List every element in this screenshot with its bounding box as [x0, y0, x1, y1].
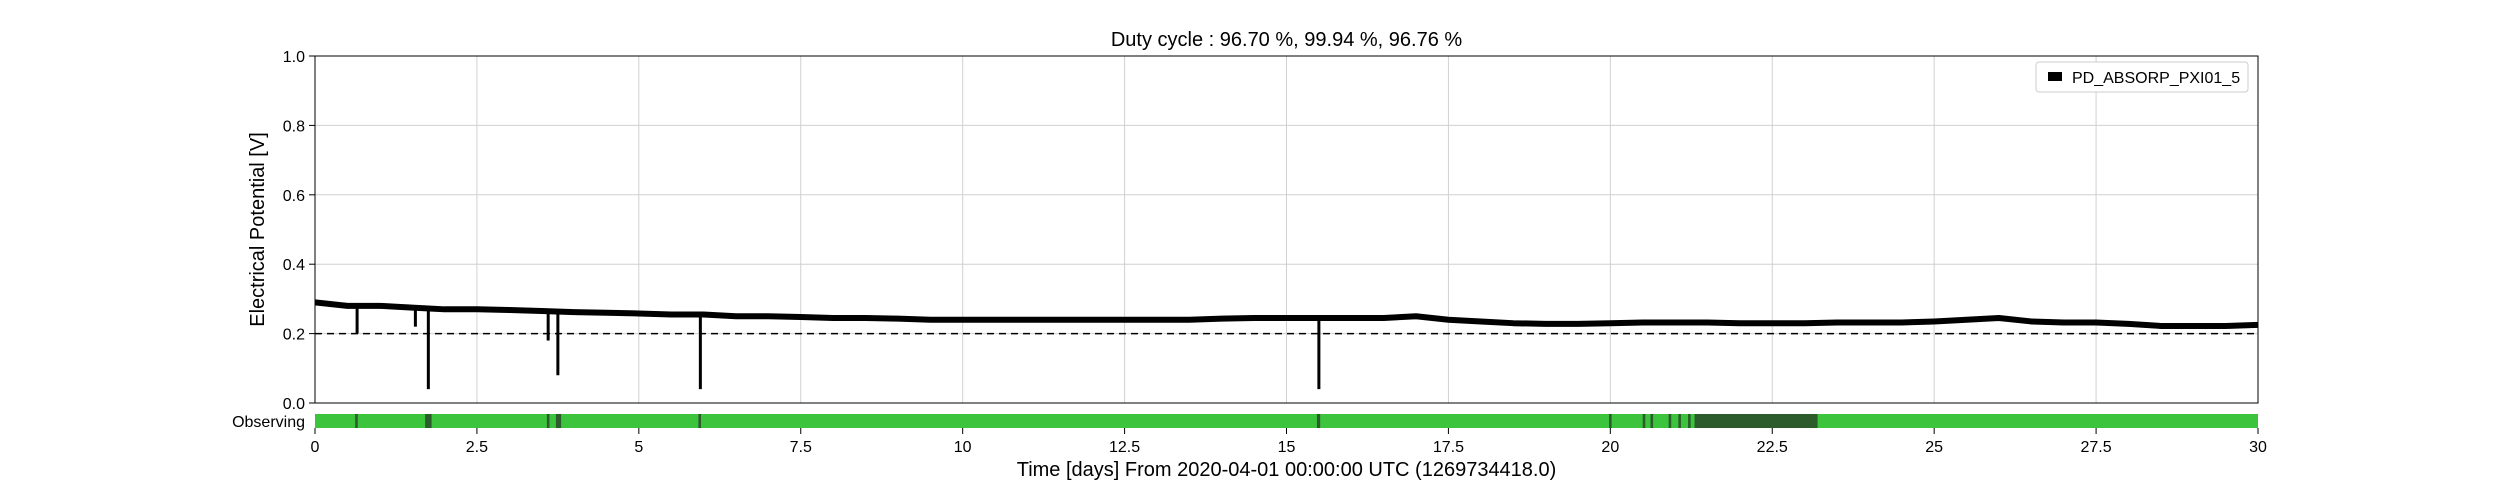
- grid: [314, 55, 2259, 404]
- segment-off-1: [425, 414, 432, 428]
- observing-segment-bar: Observing: [232, 414, 2258, 431]
- segment-off-7: [1642, 414, 1646, 428]
- y-tick-label-3: 0.6: [283, 188, 305, 205]
- legend-box: [2035, 61, 2249, 93]
- segment-label: Observing: [232, 414, 305, 431]
- x-tick-label-7: 17.5: [1433, 439, 1464, 456]
- segment-off-0: [355, 414, 358, 428]
- x-axis-label: Time [days] From 2020-04-01 00:00:00 UTC…: [1017, 459, 1557, 481]
- segment-off-8: [1650, 414, 1654, 428]
- legend-entry: PD_ABSORP_PXI01_5: [2072, 70, 2240, 87]
- segment-on: [315, 414, 2258, 428]
- segment-off-5: [1316, 414, 1321, 428]
- segment-off-10: [1678, 414, 1681, 428]
- segment-off-3: [555, 414, 562, 428]
- y-axis: 0.0 0.2 0.4 0.6 0.8 1.0: [283, 49, 315, 413]
- series-line: [314, 299, 2259, 329]
- y-tick-label-2: 0.4: [283, 257, 305, 274]
- x-axis: 0 2.5 5 7.5 10 12.5 15 17.5 20 22.5 25 27.5 30: [311, 428, 2267, 456]
- x-tick-label-12: 30: [2249, 439, 2267, 456]
- x-tick-label-8: 20: [1601, 439, 1619, 456]
- x-tick-label-2: 5: [634, 439, 643, 456]
- plot-frame: [314, 55, 2259, 404]
- y-tick-label-1: 0.2: [283, 327, 305, 344]
- x-tick-label-11: 27.5: [2081, 439, 2112, 456]
- x-tick-label-1: 2.5: [466, 439, 488, 456]
- segment-off-12: [1694, 414, 1818, 428]
- x-tick-label-9: 22.5: [1757, 439, 1788, 456]
- x-tick-label-3: 7.5: [790, 439, 812, 456]
- segment-off-9: [1668, 414, 1672, 428]
- y-tick-label-5: 1.0: [283, 49, 305, 66]
- x-tick-label-5: 12.5: [1109, 439, 1140, 456]
- segment-off-4: [698, 414, 702, 428]
- segment-off-11: [1688, 414, 1691, 428]
- legend-swatch: [2048, 72, 2062, 81]
- x-tick-label-6: 15: [1278, 439, 1296, 456]
- y-tick-label-4: 0.8: [283, 118, 305, 135]
- x-tick-label-0: 0: [311, 439, 320, 456]
- x-tick-label-10: 25: [1925, 439, 1943, 456]
- segment-off-6: [1609, 414, 1612, 428]
- segment-off-2: [546, 414, 550, 428]
- x-tick-label-4: 10: [954, 439, 972, 456]
- chart-title: Duty cycle : 96.70 %, 99.94 %, 96.76 %: [1111, 29, 1463, 51]
- y-axis-label: Electrical Potential [V]: [247, 132, 269, 327]
- y-tick-label-0: 0.0: [283, 396, 305, 413]
- dips: [355, 305, 1321, 390]
- segment-off-group: [355, 414, 1818, 428]
- legend: PD_ABSORP_PXI01_5: [2035, 61, 2249, 93]
